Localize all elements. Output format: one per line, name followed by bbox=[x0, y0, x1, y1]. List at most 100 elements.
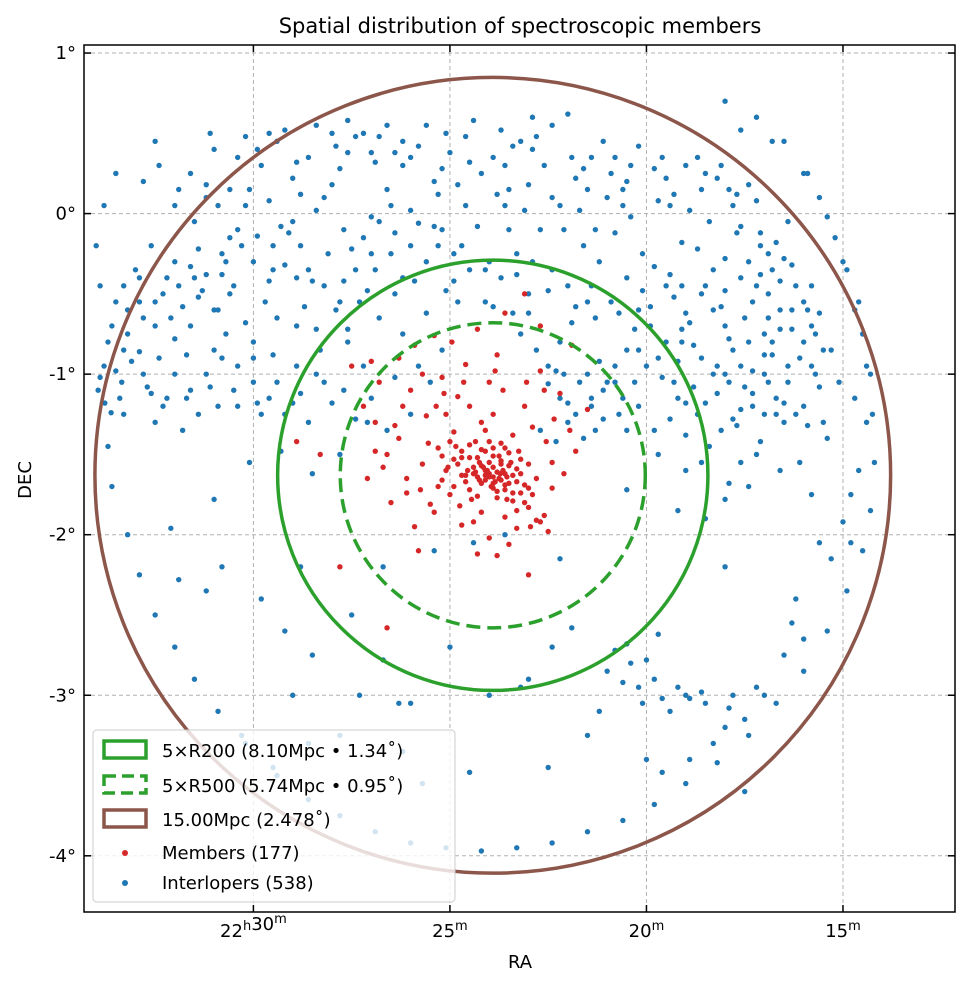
x-tick-label: 22h30m bbox=[220, 912, 287, 942]
interloper-point bbox=[348, 246, 355, 252]
member-point bbox=[504, 474, 510, 480]
interloper-point bbox=[490, 304, 496, 310]
interloper-point bbox=[667, 416, 673, 422]
interloper-point bbox=[718, 427, 724, 434]
interloper-point bbox=[793, 596, 799, 602]
interloper-point bbox=[345, 117, 351, 124]
interloper-point bbox=[789, 262, 795, 268]
interloper-point bbox=[502, 531, 508, 538]
interloper-point bbox=[242, 133, 249, 140]
interloper-point bbox=[215, 202, 221, 209]
interloper-point bbox=[510, 143, 516, 149]
interloper-point bbox=[498, 275, 504, 281]
interloper-point bbox=[313, 122, 319, 128]
interloper-point bbox=[797, 459, 803, 466]
interloper-point bbox=[435, 242, 441, 249]
interloper-point bbox=[742, 384, 748, 390]
interloper-point bbox=[757, 242, 764, 249]
interloper-point bbox=[643, 363, 650, 369]
member-point bbox=[510, 490, 516, 496]
interloper-point bbox=[734, 230, 740, 236]
interloper-point bbox=[305, 154, 312, 161]
interloper-point bbox=[706, 218, 713, 225]
interloper-point bbox=[203, 588, 209, 594]
interloper-point bbox=[651, 676, 658, 682]
member-point bbox=[573, 448, 579, 454]
interloper-point bbox=[769, 138, 775, 145]
interloper-point bbox=[93, 242, 99, 249]
interloper-point bbox=[309, 652, 316, 658]
interloper-point bbox=[514, 251, 520, 257]
interloper-point bbox=[749, 299, 756, 305]
interloper-point bbox=[152, 612, 158, 618]
interloper-point bbox=[423, 259, 430, 265]
member-point bbox=[490, 464, 496, 470]
interloper-point bbox=[651, 801, 658, 808]
member-point bbox=[459, 454, 465, 461]
member-point bbox=[517, 470, 524, 477]
interloper-point bbox=[722, 255, 728, 262]
interloper-point bbox=[616, 411, 622, 417]
interloper-point bbox=[545, 381, 551, 387]
interloper-point bbox=[765, 315, 772, 321]
interloper-point bbox=[333, 143, 339, 149]
interloper-point bbox=[659, 374, 665, 381]
member-point bbox=[551, 416, 557, 422]
interloper-point bbox=[631, 379, 638, 385]
interloper-point bbox=[714, 175, 720, 181]
interloper-point bbox=[345, 339, 351, 345]
interloper-point bbox=[95, 387, 101, 393]
interloper-point bbox=[698, 459, 705, 466]
interloper-point bbox=[596, 259, 602, 265]
interloper-point bbox=[769, 339, 775, 345]
interloper-point bbox=[372, 159, 378, 165]
interloper-point bbox=[573, 411, 579, 417]
member-point bbox=[482, 477, 489, 483]
member-point bbox=[419, 371, 426, 377]
interloper-point bbox=[258, 411, 264, 417]
interloper-point bbox=[360, 130, 367, 137]
member-point bbox=[449, 339, 455, 345]
chart-title: Spatial distribution of spectroscopic me… bbox=[279, 14, 762, 38]
interloper-point bbox=[309, 470, 316, 477]
interloper-point bbox=[856, 299, 862, 305]
interloper-point bbox=[486, 692, 492, 698]
member-point bbox=[474, 326, 481, 332]
interloper-point bbox=[290, 175, 296, 181]
interloper-point bbox=[407, 411, 414, 417]
interloper-point bbox=[545, 363, 551, 369]
member-point bbox=[384, 451, 390, 458]
interloper-point bbox=[620, 395, 626, 401]
interloper-point bbox=[679, 339, 685, 345]
circle-5r500 bbox=[338, 321, 648, 630]
interloper-point bbox=[549, 122, 555, 128]
interloper-point bbox=[231, 387, 237, 393]
interloper-point bbox=[722, 323, 728, 329]
interloper-point bbox=[667, 271, 673, 278]
member-point bbox=[498, 440, 504, 446]
interloper-point bbox=[800, 403, 807, 409]
interloper-point bbox=[345, 326, 351, 332]
interloper-point bbox=[545, 764, 551, 771]
interloper-point bbox=[120, 347, 127, 353]
member-point bbox=[459, 448, 465, 454]
interloper-point bbox=[561, 371, 567, 377]
interloper-point bbox=[191, 218, 198, 225]
member-point bbox=[510, 472, 516, 478]
interloper-point bbox=[816, 540, 823, 546]
interloper-point bbox=[293, 275, 300, 281]
interloper-point bbox=[869, 411, 876, 417]
interloper-point bbox=[482, 267, 489, 273]
member-point bbox=[466, 442, 473, 448]
interloper-point bbox=[714, 363, 720, 369]
interloper-point bbox=[136, 572, 143, 578]
member-point bbox=[460, 379, 467, 385]
y-tick-labels: 1° 0° -1° -2° -3° -4° bbox=[49, 43, 76, 867]
interloper-point bbox=[117, 395, 123, 401]
interloper-point bbox=[525, 310, 532, 316]
member-point bbox=[517, 456, 524, 462]
interloper-point bbox=[584, 829, 591, 835]
interloper-point bbox=[234, 403, 241, 409]
interloper-point bbox=[624, 178, 630, 185]
interloper-point bbox=[227, 291, 233, 297]
